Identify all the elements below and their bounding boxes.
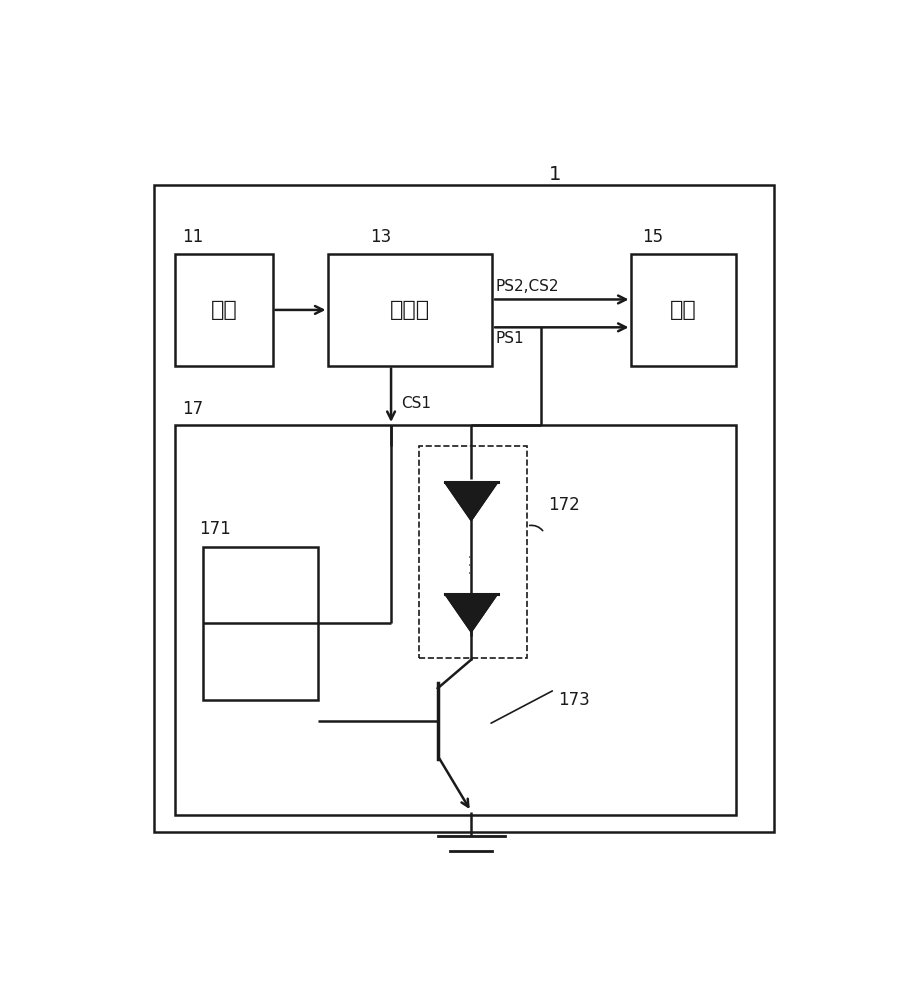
Text: 按鈕: 按鈕 [210,300,237,320]
Text: PS2,CS2: PS2,CS2 [495,279,559,294]
Text: CS1: CS1 [402,396,432,411]
Bar [419,446,527,658]
Text: 17: 17 [182,400,203,418]
Bar [155,185,774,832]
Bar [328,254,492,366]
Text: 171: 171 [200,520,231,538]
Text: 173: 173 [558,691,590,709]
Bar [175,425,736,815]
Text: 1: 1 [548,165,561,184]
Polygon shape [445,482,498,521]
Text: 172: 172 [547,496,580,514]
Text: 15: 15 [642,228,663,246]
Text: 屏幕: 屏幕 [671,300,697,320]
Polygon shape [445,594,498,632]
Text: PS1: PS1 [495,331,524,346]
Bar [175,254,272,366]
Text: 13: 13 [370,228,391,246]
Text: 控制器: 控制器 [390,300,431,320]
Bar [203,547,318,700]
Text: 11: 11 [182,228,203,246]
Text: · · ·: · · · [465,554,477,574]
Bar [631,254,736,366]
